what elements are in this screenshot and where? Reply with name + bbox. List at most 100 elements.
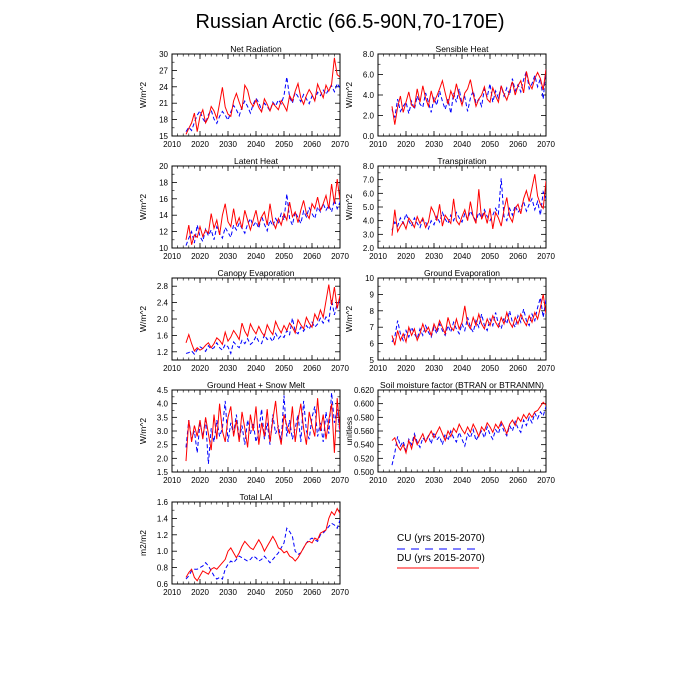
y-tick-label: 2.8 (157, 282, 169, 291)
y-tick-label: 2.0 (157, 454, 169, 463)
x-tick-label: 2040 (453, 364, 471, 373)
x-tick-label: 2070 (537, 252, 555, 261)
y-tick-label: 1.5 (157, 468, 169, 477)
x-tick-label: 2070 (331, 476, 349, 485)
panel-4: 2010 2020 2030 2040 2050 2060 2070 2.0 3.0 4.0 5.0… (344, 156, 555, 261)
series-group (391, 401, 546, 466)
y-tick-label: 15 (159, 132, 168, 141)
y-tick-label: 6 (370, 340, 375, 349)
y-tick-label: 18 (159, 116, 168, 125)
legend-label-cu: CU (yrs 2015-2070) (397, 533, 485, 544)
x-tick-label: 2060 (509, 252, 527, 261)
x-tick-label: 2060 (303, 140, 321, 149)
x-tick-label: 2050 (481, 252, 499, 261)
x-tick-label: 2040 (247, 588, 265, 597)
series-line-du (391, 294, 546, 346)
x-tick-label: 2010 (163, 588, 181, 597)
x-tick-label: 2010 (369, 252, 387, 261)
y-tick-label: 1.2 (157, 348, 169, 357)
series-group (185, 284, 340, 356)
x-tick-label: 2030 (425, 140, 443, 149)
series-line-cu (185, 519, 340, 580)
y-tick-label: 2.0 (363, 244, 375, 253)
x-tick-label: 2040 (453, 252, 471, 261)
x-tick-label: 2020 (397, 140, 415, 149)
y-tick-label: 4.5 (157, 386, 169, 395)
x-tick-label: 2010 (369, 140, 387, 149)
x-tick-label: 2020 (191, 588, 209, 597)
x-tick-label: 2050 (481, 364, 499, 373)
x-tick-label: 2020 (191, 476, 209, 485)
y-tick-label: 0.6 (157, 580, 169, 589)
plot-frame (377, 277, 547, 361)
x-tick-label: 2060 (303, 588, 321, 597)
panel-1: 2010 2020 2030 2040 2050 2060 2070 15 18 21 24 27 30… (138, 44, 349, 149)
y-tick-label: 6.0 (363, 189, 375, 198)
x-tick-label: 2040 (453, 140, 471, 149)
x-tick-label: 2060 (303, 476, 321, 485)
y-tick-label: 24 (159, 83, 168, 92)
y-axis-label: W/m^2 (138, 82, 148, 108)
x-tick-label: 2010 (163, 140, 181, 149)
x-tick-label: 2040 (247, 476, 265, 485)
y-tick-label: 1.4 (157, 514, 169, 523)
y-tick-label: 8.0 (363, 162, 375, 171)
x-tick-label: 2010 (369, 476, 387, 485)
panel-7: 2010 2020 2030 2040 2050 2060 2070 1.5 2.0 2.5 3.0… (138, 380, 349, 485)
series-line-du (391, 174, 546, 236)
y-tick-label: 5 (370, 356, 375, 365)
panel-6: 2010 2020 2030 2040 2050 2060 2070 5 6 7 8 9 10 Groun… (344, 268, 555, 373)
series-line-du (185, 179, 340, 245)
series-line-cu (391, 406, 546, 466)
x-tick-label: 2020 (191, 252, 209, 261)
panel-3: 2010 2020 2030 2040 2050 2060 2070 10 12 14 16 18 20… (138, 156, 349, 261)
legend: CU (yrs 2015-2070) DU (yrs 2015-2070) (397, 533, 485, 569)
panel-title: Sensible Heat (436, 44, 490, 54)
panel-8: 2010 2020 2030 2040 2050 2060 2070 0.500 0.520 0.… (344, 380, 555, 485)
series-group (185, 57, 340, 135)
panel-title: Net Radiation (230, 44, 282, 54)
panel-title: Total LAI (239, 492, 272, 502)
series-group (185, 179, 340, 246)
plot-frame (377, 53, 547, 137)
y-tick-label: 10 (159, 244, 168, 253)
plot-frame (171, 501, 341, 585)
x-tick-label: 2060 (509, 476, 527, 485)
panel-title: Transpiration (437, 156, 487, 166)
x-tick-label: 2070 (331, 588, 349, 597)
series-line-du (185, 398, 340, 462)
y-tick-label: 3.5 (157, 413, 169, 422)
series-line-cu (391, 297, 546, 343)
y-tick-label: 0.620 (354, 386, 375, 395)
x-tick-label: 2030 (425, 364, 443, 373)
x-tick-label: 2040 (247, 140, 265, 149)
x-tick-label: 2070 (537, 364, 555, 373)
y-tick-label: 8 (370, 307, 375, 316)
x-tick-label: 2030 (219, 476, 237, 485)
y-tick-label: 1.2 (157, 531, 169, 540)
y-axis-label: W/m^2 (138, 306, 148, 332)
y-tick-label: 20 (159, 162, 168, 171)
x-tick-label: 2020 (397, 252, 415, 261)
x-tick-label: 2050 (275, 588, 293, 597)
x-tick-label: 2060 (303, 364, 321, 373)
x-tick-label: 2030 (219, 252, 237, 261)
panel-2: 2010 2020 2030 2040 2050 2060 2070 0.0 2.0 4.0 6.0… (344, 44, 555, 149)
y-tick-label: 2.0 (157, 315, 169, 324)
y-tick-label: 7.0 (363, 176, 375, 185)
legend-label-du: DU (yrs 2015-2070) (397, 553, 485, 564)
y-tick-label: 1.6 (157, 498, 169, 507)
x-tick-label: 2020 (397, 476, 415, 485)
y-tick-label: 18 (159, 178, 168, 187)
x-tick-label: 2020 (191, 364, 209, 373)
y-axis-label: W/m^2 (344, 194, 354, 220)
x-tick-label: 2050 (481, 140, 499, 149)
x-tick-label: 2010 (369, 364, 387, 373)
x-tick-label: 2030 (425, 252, 443, 261)
x-tick-label: 2010 (163, 476, 181, 485)
figure-title: Russian Arctic (66.5-90N,70-170E) (195, 11, 504, 33)
y-tick-label: 0.560 (354, 427, 375, 436)
y-tick-label: 4.0 (363, 217, 375, 226)
panel-title: Latent Heat (234, 156, 279, 166)
y-tick-label: 27 (159, 66, 168, 75)
